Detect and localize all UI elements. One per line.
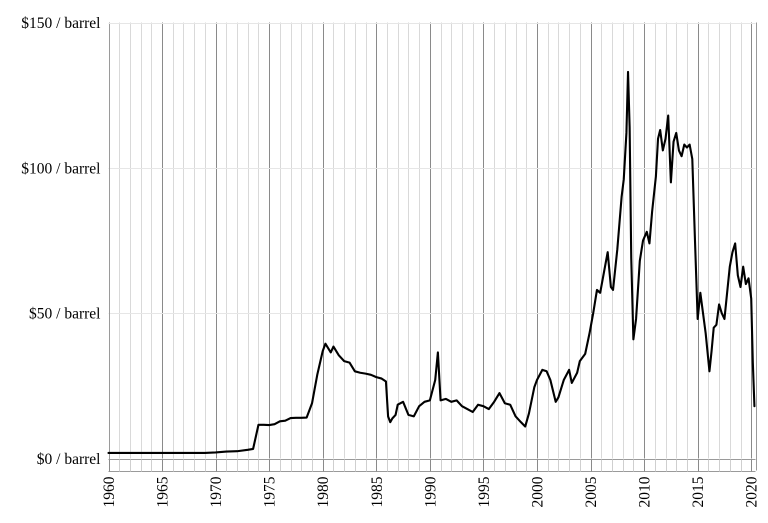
x-tick-label: 2005 [583, 476, 600, 507]
x-tick-label: 1995 [476, 476, 493, 507]
x-tick-label: 2000 [529, 476, 546, 507]
x-tick-label: 2015 [690, 476, 707, 507]
x-tick-label: 1965 [155, 476, 172, 507]
y-tick-label: $50 / barrel [29, 306, 100, 323]
data-series-group [107, 70, 756, 455]
x-tick-label: 1980 [315, 476, 332, 507]
vertical-gridlines-minor [119, 22, 742, 459]
x-tick-label: 1975 [262, 476, 279, 507]
y-axis-tick-labels: $0 / barrel $50 / barrel $100 / barrel $150… [21, 15, 100, 468]
x-tick-label: 1990 [422, 476, 439, 507]
vertical-gridlines-major [109, 22, 752, 459]
series-line-crude-oil-price [107, 70, 756, 455]
x-tick-label: 1970 [208, 476, 225, 507]
x-tick-label: 2020 [744, 476, 761, 507]
x-axis-tick-labels: 1960 1965 1970 1975 1980 1985 1990 1995 2000 2005… [101, 476, 761, 507]
y-tick-label: $150 / barrel [21, 15, 100, 32]
y-tick-label: $0 / barrel [37, 451, 101, 468]
x-axis-tick-marks [109, 459, 752, 472]
x-tick-label: 1985 [369, 476, 386, 507]
y-tick-label: $100 / barrel [21, 160, 100, 177]
x-tick-label: 1960 [101, 476, 118, 507]
x-tick-label: 2010 [637, 476, 654, 507]
